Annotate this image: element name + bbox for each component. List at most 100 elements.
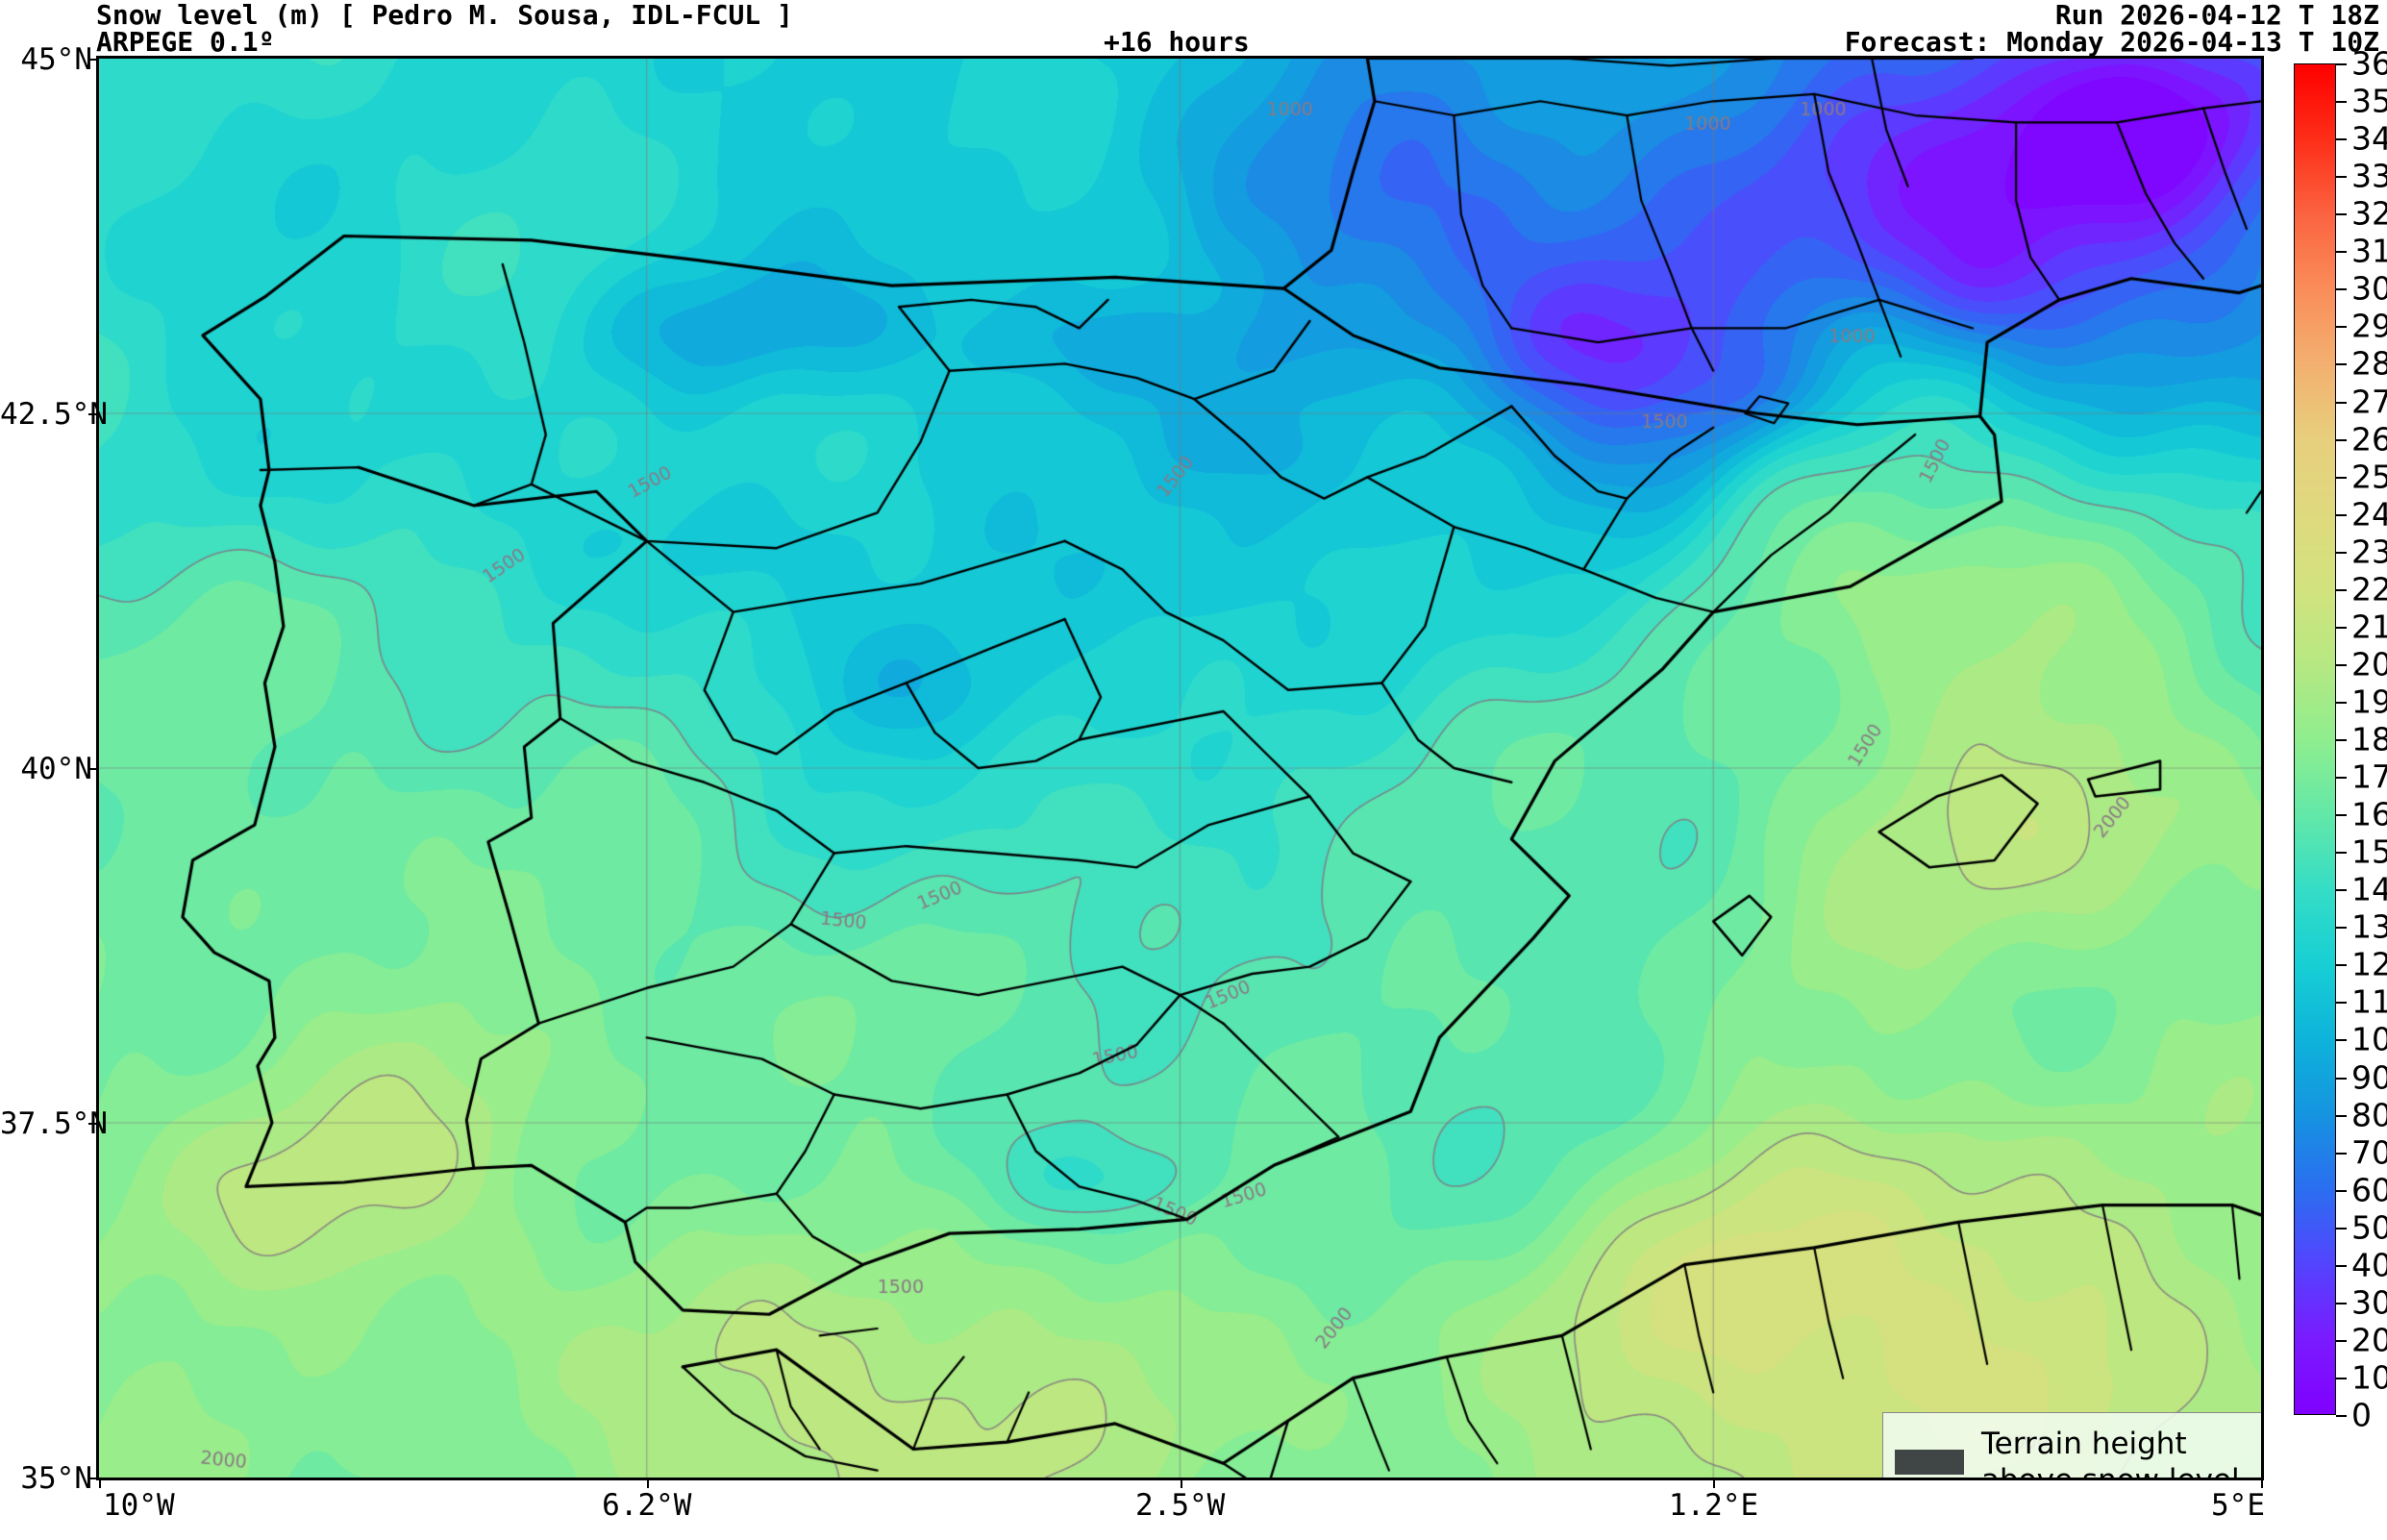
colorbar-tick-mark (2336, 777, 2347, 780)
y-axis-tick-label: 37.5°N (0, 1106, 108, 1141)
y-axis-tick-mark (88, 413, 96, 415)
colorbar-tick-label: 3600 (2351, 44, 2387, 83)
colorbar-tick-label: 2700 (2351, 383, 2387, 420)
x-axis-tick-label: 2.5°W (1135, 1488, 1226, 1523)
colorbar-tick-mark (2336, 476, 2347, 479)
colorbar-tick-mark (2336, 513, 2347, 516)
colorbar-tick-mark (2336, 251, 2347, 254)
colorbar-tick-label: 3400 (2351, 119, 2387, 158)
colorbar-tick-mark (2336, 663, 2347, 666)
x-axis-tick-mark (2261, 1480, 2263, 1488)
colorbar-tick-label: 1000 (2351, 1020, 2387, 1058)
colorbar-tick-label: 200 (2351, 1321, 2387, 1359)
colorbar-tick-mark (2336, 1114, 2347, 1117)
colorbar-tick-mark (2336, 1189, 2347, 1192)
colorbar-tick-mark (2336, 326, 2347, 329)
terrain-legend: Terrain height above snow level (1882, 1412, 2261, 1480)
colorbar-tick-mark (2336, 1339, 2347, 1342)
colorbar-tick-label: 700 (2351, 1133, 2387, 1172)
colorbar-tick-mark (2336, 889, 2347, 892)
y-axis-tick-mark (88, 1478, 96, 1479)
colorbar-tick-label: 100 (2351, 1358, 2387, 1397)
x-axis-tick-label: 10°W (103, 1488, 175, 1523)
y-axis-tick-label: 45°N (20, 42, 92, 77)
colorbar-tick-mark (2336, 438, 2347, 441)
colorbar-tick-label: 2400 (2351, 495, 2387, 534)
colorbar-tick-mark (2336, 1264, 2347, 1267)
colorbar-tick-label: 500 (2351, 1208, 2387, 1247)
y-axis-tick-mark (88, 768, 96, 770)
model-label: ARPEGE 0.1º (96, 26, 275, 58)
colorbar-tick-mark (2336, 288, 2347, 291)
colorbar-tick-label: 2500 (2351, 458, 2387, 496)
colorbar-tick-mark (2336, 176, 2347, 179)
colorbar-tick-mark (2336, 1039, 2347, 1042)
colorbar-tick-mark (2336, 1415, 2347, 1417)
colorbar-tick-label: 1900 (2351, 683, 2387, 721)
colorbar-tick-label: 0 (2351, 1396, 2372, 1434)
colorbar-tick-label: 300 (2351, 1283, 2387, 1322)
x-axis-tick-label: 6.2°W (602, 1488, 692, 1523)
x-axis-tick-mark (1180, 1480, 1182, 1488)
colorbar-tick-mark (2336, 739, 2347, 741)
x-axis-tick-mark (646, 1480, 649, 1488)
colorbar-tick-label: 1700 (2351, 758, 2387, 796)
x-axis-tick-label: 5°E (2211, 1488, 2265, 1523)
header: Snow level (m) [ Pedro M. Sousa, IDL-FCU… (0, 0, 2387, 56)
colorbar-tick-label: 900 (2351, 1058, 2387, 1096)
colorbar-tick-mark (2336, 964, 2347, 967)
colorbar-tick-label: 1500 (2351, 832, 2387, 871)
colorbar-tick-mark (2336, 1077, 2347, 1080)
y-axis-tick-mark (88, 59, 96, 61)
legend-line-1: Terrain height (1981, 1427, 2187, 1461)
colorbar-tick-label: 2900 (2351, 307, 2387, 345)
colorbar-tick-label: 800 (2351, 1096, 2387, 1134)
forecast-timestamp: Forecast: Monday 2026-04-13 T 10Z (1844, 26, 2379, 58)
header-line-1: Snow level (m) [ Pedro M. Sousa, IDL-FCU… (0, 2, 2387, 29)
y-axis-tick-mark (88, 1123, 96, 1125)
colorbar-tick-mark (2336, 814, 2347, 817)
colorbar-tick-label: 3200 (2351, 194, 2387, 233)
colorbar-tick-mark (2336, 1152, 2347, 1155)
colorbar-tick-label: 2300 (2351, 533, 2387, 571)
run-timestamp: Run 2026-04-12 T 18Z (2054, 0, 2379, 31)
colorbar-tick-mark (2336, 927, 2347, 930)
y-axis-tick-label: 35°N (20, 1461, 92, 1496)
colorbar-tick-mark (2336, 588, 2347, 591)
colorbar-tick-label: 2000 (2351, 645, 2387, 683)
colorbar-tick-label: 1200 (2351, 945, 2387, 983)
y-axis-tick-label: 40°N (20, 752, 92, 786)
colorbar-tick-label: 2600 (2351, 420, 2387, 459)
colorbar-tick-label: 3000 (2351, 269, 2387, 308)
colorbar-tick-mark (2336, 1302, 2347, 1304)
snow-level-field (99, 59, 2261, 1478)
terrain-swatch-icon (1895, 1450, 1964, 1475)
legend-text: Terrain height above snow level (1981, 1426, 2240, 1480)
colorbar-tick-mark (2336, 701, 2347, 704)
colorbar-tick-label: 2800 (2351, 344, 2387, 383)
colorbar-tick-mark (2336, 1227, 2347, 1230)
colorbar-tick-label: 1600 (2351, 795, 2387, 833)
colorbar-tick-mark (2336, 213, 2347, 216)
header-line-2: ARPEGE 0.1º +16 hours Forecast: Monday 2… (0, 29, 2387, 56)
map-plot-area[interactable]: Terrain height above snow level (96, 56, 2264, 1480)
colorbar-tick-mark (2336, 101, 2347, 104)
colorbar-tick-label: 3500 (2351, 82, 2387, 120)
colorbar-tick-mark (2336, 63, 2347, 65)
colorbar-gradient (2294, 63, 2336, 1415)
colorbar-tick-label: 3300 (2351, 157, 2387, 195)
x-axis-tick-mark (99, 1480, 101, 1488)
colorbar-tick-mark (2336, 551, 2347, 554)
colorbar-tick-mark (2336, 626, 2347, 629)
colorbar-tick-mark (2336, 1002, 2347, 1005)
colorbar-tick-label: 2200 (2351, 570, 2387, 609)
legend-line-2: above snow level (1981, 1463, 2240, 1480)
y-axis-tick-label: 42.5°N (0, 397, 108, 432)
colorbar-tick-label: 1300 (2351, 907, 2387, 946)
colorbar-tick-mark (2336, 401, 2347, 404)
colorbar-tick-label: 3100 (2351, 232, 2387, 270)
chart-title: Snow level (m) [ Pedro M. Sousa, IDL-FCU… (96, 0, 793, 31)
colorbar-tick-label: 1800 (2351, 720, 2387, 758)
colorbar-tick-mark (2336, 852, 2347, 855)
colorbar[interactable]: 3600350034003300320031003000290028002700… (2294, 45, 2387, 1434)
